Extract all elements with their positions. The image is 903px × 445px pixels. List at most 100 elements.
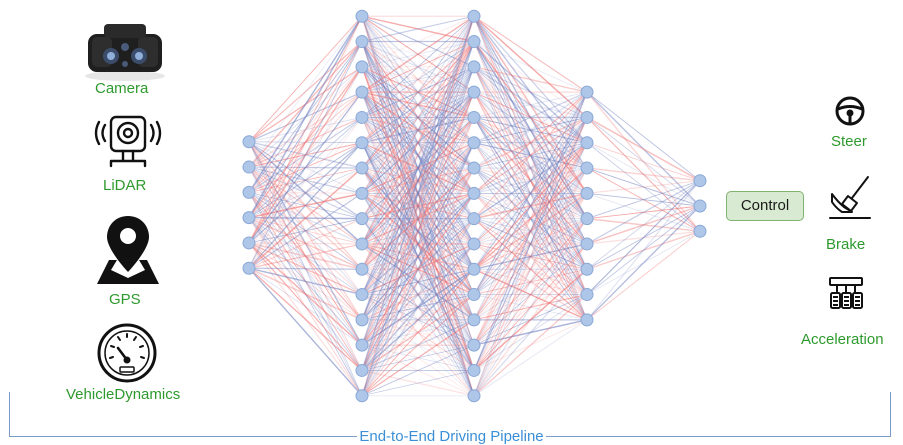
speedometer-icon bbox=[97, 323, 157, 383]
network-edge bbox=[586, 117, 701, 207]
network-edge bbox=[473, 243, 588, 295]
network-edge bbox=[248, 15, 363, 168]
network-edge bbox=[473, 268, 588, 371]
network-node bbox=[355, 389, 369, 403]
network-edge bbox=[361, 344, 475, 397]
network-edge bbox=[473, 243, 588, 371]
network-edge bbox=[361, 41, 475, 169]
network-edge bbox=[473, 15, 588, 93]
network-node bbox=[467, 212, 481, 226]
network-edge bbox=[361, 243, 475, 321]
network-node bbox=[467, 161, 481, 175]
network-edge bbox=[248, 166, 363, 321]
network-edge bbox=[586, 205, 701, 245]
network-edge bbox=[248, 91, 363, 193]
network-edge bbox=[248, 217, 363, 270]
network-node bbox=[467, 288, 481, 302]
network-edge bbox=[473, 91, 588, 169]
network-edge bbox=[473, 193, 588, 321]
network-edge bbox=[473, 41, 588, 118]
network-edge bbox=[586, 180, 701, 321]
network-node bbox=[580, 161, 594, 175]
network-edge bbox=[473, 142, 588, 396]
network-edge bbox=[361, 15, 475, 43]
network-node bbox=[242, 160, 256, 174]
network-node bbox=[467, 9, 481, 23]
network-edge bbox=[248, 218, 363, 269]
network-edge bbox=[361, 41, 475, 321]
network-edge bbox=[473, 91, 588, 245]
network-edge bbox=[361, 16, 475, 396]
network-edge bbox=[586, 91, 701, 181]
network-edge bbox=[361, 268, 475, 397]
network-edge bbox=[361, 41, 475, 118]
lidar-label: LiDAR bbox=[103, 177, 147, 194]
network-edge bbox=[248, 243, 363, 269]
network-edge bbox=[586, 116, 701, 182]
network-node bbox=[355, 237, 369, 251]
network-edge bbox=[473, 268, 588, 295]
network-edge bbox=[361, 66, 475, 371]
network-edge bbox=[361, 16, 475, 346]
network-edge bbox=[361, 117, 475, 270]
network-edge bbox=[473, 319, 588, 397]
network-edge bbox=[248, 217, 363, 295]
network-edge bbox=[361, 243, 475, 346]
network-edge bbox=[248, 66, 363, 219]
network-edge bbox=[248, 166, 363, 371]
network-edge bbox=[248, 41, 363, 244]
network-edge bbox=[361, 41, 475, 245]
network-edge bbox=[473, 15, 588, 118]
network-edge bbox=[248, 16, 363, 269]
network-node bbox=[580, 288, 594, 302]
network-edge bbox=[361, 142, 475, 169]
network-edge bbox=[361, 16, 475, 371]
network-node bbox=[242, 236, 256, 250]
network-node bbox=[355, 85, 369, 99]
network-edge bbox=[361, 16, 475, 270]
network-edge bbox=[473, 243, 588, 397]
network-edge bbox=[473, 117, 588, 396]
network-edge bbox=[361, 16, 475, 194]
network-edge bbox=[361, 41, 475, 144]
network-edge bbox=[586, 205, 701, 220]
network-edge bbox=[361, 91, 475, 194]
network-edge bbox=[473, 66, 588, 93]
network-edge bbox=[248, 167, 363, 219]
network-node bbox=[467, 35, 481, 49]
network-edge bbox=[361, 16, 475, 245]
camera-icon bbox=[85, 24, 165, 81]
network-edge bbox=[473, 91, 588, 346]
network-edge bbox=[473, 294, 588, 397]
vehicle-dynamics-label: VehicleDynamics bbox=[66, 386, 181, 403]
network-edge bbox=[473, 218, 588, 296]
network-edge bbox=[473, 41, 588, 295]
network-edge bbox=[361, 66, 475, 118]
pipeline-title: End-to-End Driving Pipeline bbox=[0, 428, 903, 445]
network-node bbox=[467, 186, 481, 200]
network-edge bbox=[473, 91, 588, 119]
network-edge bbox=[248, 217, 363, 321]
control-box: Control bbox=[726, 191, 804, 221]
network-edge bbox=[248, 15, 363, 193]
network-edge bbox=[361, 41, 475, 396]
network-edge bbox=[473, 142, 588, 169]
network-edge bbox=[586, 180, 701, 194]
network-edge bbox=[248, 267, 363, 296]
network-edge bbox=[473, 142, 588, 321]
network-edge bbox=[361, 117, 475, 194]
network-edge bbox=[361, 41, 475, 194]
network-edge bbox=[473, 218, 588, 371]
network-edge bbox=[473, 92, 588, 396]
network-node bbox=[355, 212, 369, 226]
network-edge bbox=[473, 66, 588, 144]
network-edge bbox=[473, 167, 588, 371]
network-edge bbox=[473, 142, 588, 371]
network-edge bbox=[361, 167, 475, 396]
network-edge bbox=[248, 66, 363, 244]
network-edge bbox=[361, 218, 475, 397]
network-edge bbox=[248, 41, 363, 218]
network-node bbox=[355, 60, 369, 74]
network-edge bbox=[361, 117, 475, 371]
